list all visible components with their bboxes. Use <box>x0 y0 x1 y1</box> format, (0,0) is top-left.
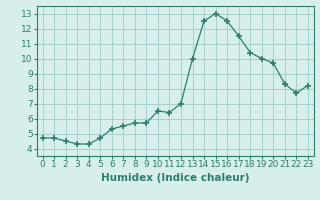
X-axis label: Humidex (Indice chaleur): Humidex (Indice chaleur) <box>101 173 250 183</box>
